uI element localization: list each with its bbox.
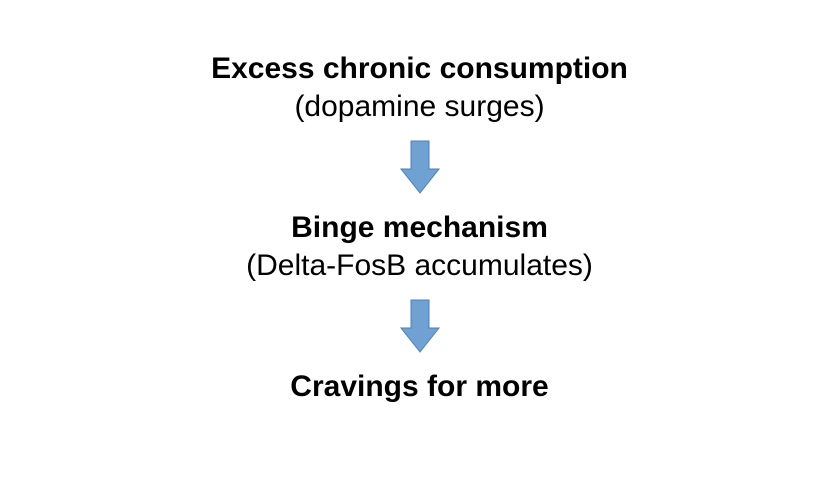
node-2: Binge mechanism (Delta-FosB accumulates)	[246, 209, 593, 284]
node-1: Excess chronic consumption (dopamine sur…	[211, 50, 628, 125]
node-1-sub: (dopamine surges)	[211, 88, 628, 126]
node-3: Cravings for more	[290, 368, 548, 406]
arrow-down-icon	[399, 139, 441, 195]
node-2-title: Binge mechanism	[246, 209, 593, 247]
node-2-sub: (Delta-FosB accumulates)	[246, 247, 593, 285]
node-1-title: Excess chronic consumption	[211, 50, 628, 88]
arrow-2	[399, 298, 441, 354]
arrow-1	[399, 139, 441, 195]
node-3-title: Cravings for more	[290, 368, 548, 406]
arrow-down-icon	[399, 298, 441, 354]
